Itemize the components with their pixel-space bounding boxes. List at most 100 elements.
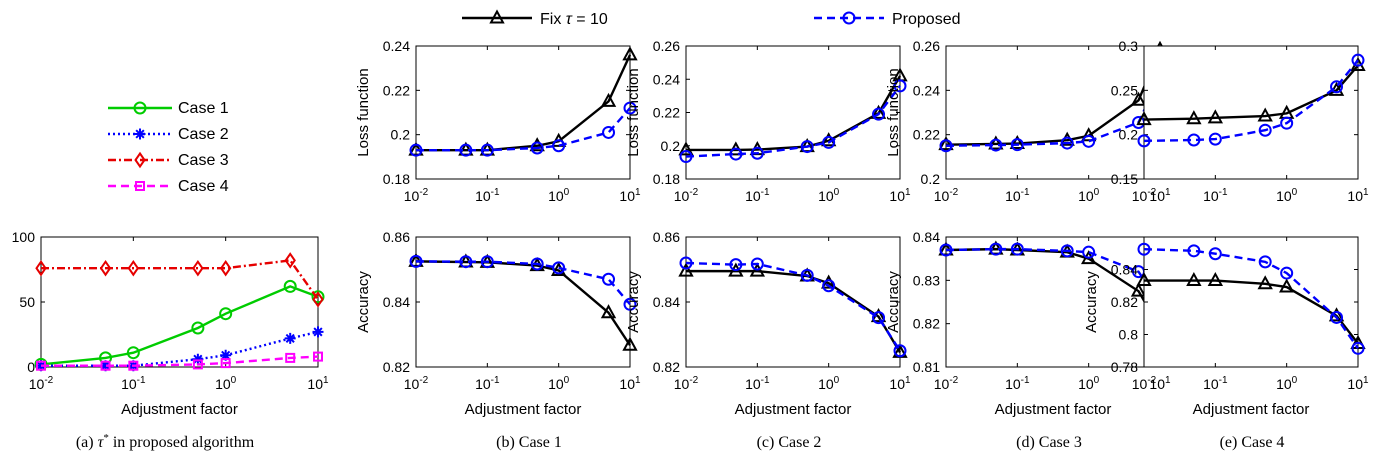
y-tick-label: 0.24 <box>653 71 680 87</box>
data-point <box>1010 242 1024 256</box>
data-point <box>1278 278 1295 293</box>
data-point <box>285 352 296 363</box>
data-point-shape <box>35 259 47 277</box>
data-point-shape <box>750 257 764 271</box>
data-point <box>800 268 814 282</box>
data-point-shape <box>623 101 637 115</box>
panel-caption: (a) τ* in proposed algorithm <box>76 432 255 451</box>
x-tick-label: 101 <box>1149 187 1171 204</box>
data-point <box>623 101 637 115</box>
y-tick-label: 0.2 <box>661 138 681 154</box>
chart-panel-b2: 10-2 10-1 100 101 0.82 0.84 0.86 Adjustment fac… <box>355 229 641 418</box>
panel-caption: (b) Case 1 <box>496 434 562 451</box>
chart-panel-e2: 10-2 10-1 100 101 0.78 0.8 0.82 0.84 Adjustment … <box>1083 236 1369 418</box>
data-point-shape <box>602 272 616 286</box>
data-point <box>99 259 112 277</box>
data-point-shape <box>191 321 205 335</box>
data-point-shape <box>312 326 324 338</box>
y-tick-label: 0.84 <box>653 294 680 310</box>
data-point-shape <box>1010 242 1024 256</box>
y-tick-label: 0.83 <box>913 272 940 288</box>
data-point-shape <box>1280 266 1294 280</box>
data-point <box>36 360 46 371</box>
y-tick-label: 0.81 <box>913 359 940 375</box>
data-point-shape <box>1082 245 1096 259</box>
data-point-shape <box>822 279 836 293</box>
y-tick-label: 0.26 <box>653 38 680 54</box>
data-point-shape <box>1257 107 1273 122</box>
legend-marker-shape <box>135 181 145 191</box>
data-point <box>192 353 204 365</box>
data-point <box>1187 133 1201 147</box>
data-point-shape <box>750 146 764 160</box>
data-point-shape <box>1351 53 1365 67</box>
data-point <box>939 243 953 257</box>
data-point-shape <box>1137 134 1151 148</box>
data-point <box>128 360 139 371</box>
data-point <box>749 262 766 277</box>
data-point <box>126 346 140 360</box>
y-tick-label: 0.82 <box>913 316 940 332</box>
x-tick-label: 10-1 <box>1203 375 1228 392</box>
x-axis-label: Adjustment factor <box>1193 401 1310 418</box>
y-tick-label: 0.86 <box>383 229 410 245</box>
data-point-shape <box>1186 110 1202 125</box>
legend-label: Case 4 <box>178 178 229 195</box>
series-line-1 <box>685 85 901 158</box>
x-tick-label: 100 <box>1078 375 1100 392</box>
data-point-shape <box>312 291 324 308</box>
series-line-0 <box>415 260 632 346</box>
data-point-shape <box>623 297 637 311</box>
data-point-shape <box>313 351 323 362</box>
y-tick-label: 0.8 <box>1119 327 1139 343</box>
data-point <box>1060 136 1074 150</box>
data-point <box>1208 132 1222 146</box>
data-point-shape <box>285 352 296 363</box>
data-point <box>284 252 296 269</box>
data-point <box>312 291 324 308</box>
data-point <box>1330 310 1344 324</box>
data-point-shape <box>409 254 423 268</box>
data-point <box>1187 244 1201 258</box>
data-point <box>459 143 473 157</box>
data-point <box>1186 271 1202 287</box>
data-point-shape <box>1351 341 1365 355</box>
data-point <box>1257 275 1273 290</box>
data-point <box>283 279 297 293</box>
data-point-shape <box>1208 132 1222 146</box>
data-point-shape <box>1258 255 1272 269</box>
data-point <box>1060 244 1074 258</box>
series-line-0 <box>945 247 1162 329</box>
data-point-shape <box>602 125 616 139</box>
x-tick-label: 10-1 <box>745 187 770 204</box>
x-tick-label: 101 <box>1347 375 1369 392</box>
data-point <box>939 139 953 153</box>
data-point-shape <box>600 92 617 107</box>
x-tick-label: 101 <box>889 187 911 204</box>
data-point <box>679 256 693 270</box>
chart-panel-d2: 10-2 10-1 100 1010.810.820.830.84Adjustment… <box>885 229 1171 418</box>
legend-marker <box>489 9 505 24</box>
data-point-shape <box>893 79 907 93</box>
data-point-shape <box>1257 275 1273 290</box>
data-point <box>219 259 232 277</box>
x-tick-label: 10-2 <box>934 375 959 392</box>
legend-top: Fix τ = 10 Proposed <box>462 9 961 28</box>
series-line-2 <box>41 259 319 301</box>
y-tick-label: 0.2 <box>921 171 941 187</box>
legend-marker-shape <box>134 128 146 140</box>
data-point <box>678 262 694 277</box>
data-point-shape <box>459 143 473 157</box>
data-point-shape <box>192 259 204 277</box>
chart-panel-c2: 10-2 10-1 100 101 0.82 0.84 0.86 Adjustment fac… <box>625 229 911 418</box>
y-tick-label: 0.25 <box>1111 82 1138 98</box>
data-point <box>600 304 617 319</box>
data-point <box>893 344 907 358</box>
plot-area <box>945 236 1161 368</box>
x-tick-label: 10-2 <box>674 375 699 392</box>
data-point <box>1280 116 1294 130</box>
data-point-shape <box>938 136 954 151</box>
y-tick-label: 0.84 <box>383 294 410 310</box>
x-tick-label: 101 <box>1347 187 1369 204</box>
